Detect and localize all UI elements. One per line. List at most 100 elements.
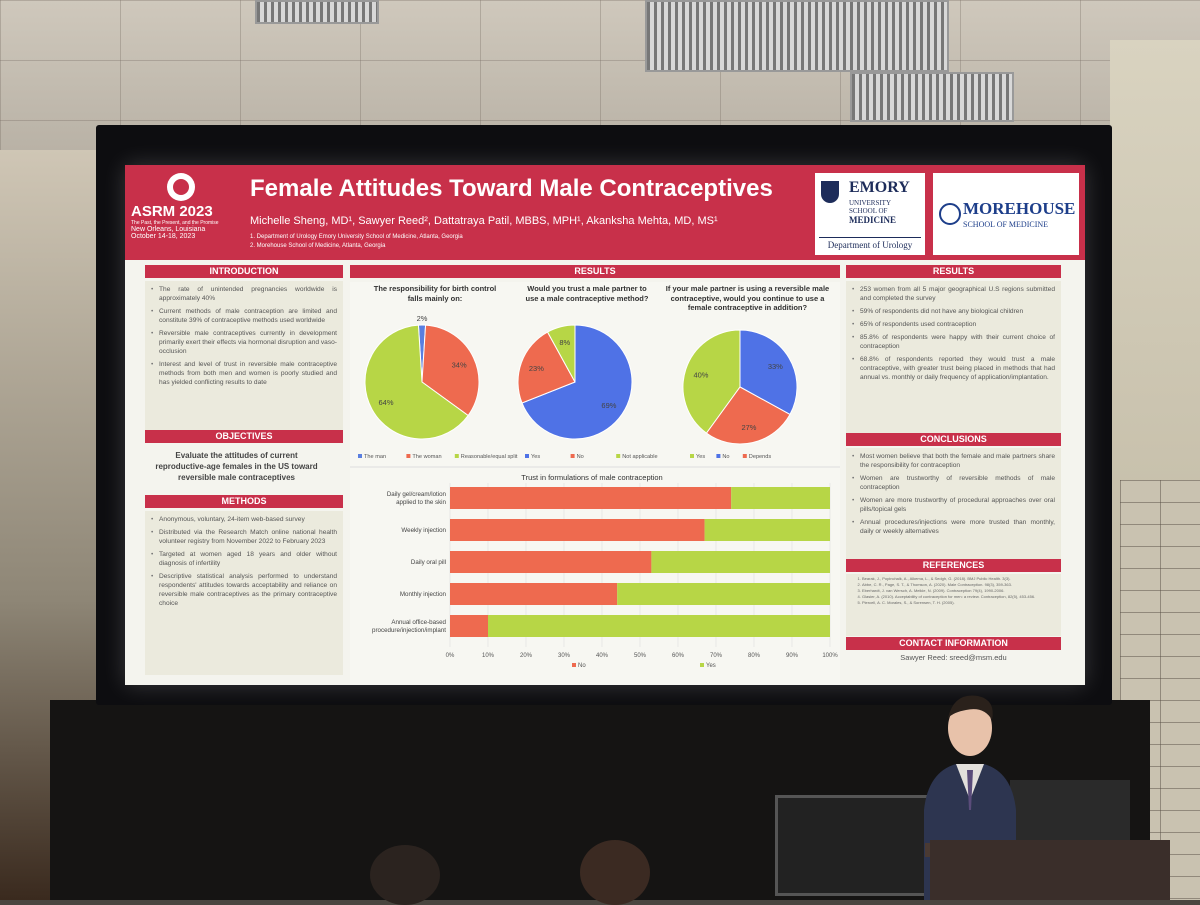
pie2-legend-swatch: [616, 454, 621, 458]
pie1-legend-swatch: [454, 454, 459, 458]
laptop: [1010, 780, 1130, 842]
methods-item: Targeted at women aged 18 years and olde…: [151, 550, 337, 568]
bar-x-tick: 30%: [558, 653, 571, 659]
introduction-item: The rate of unintended pregnancies world…: [151, 285, 337, 303]
pie1-data-label: 64%: [379, 398, 394, 407]
pie1-legend-swatch: [358, 454, 362, 458]
results-item: 85.8% of respondents were happy with the…: [852, 333, 1055, 351]
pie3-legend-swatch: [716, 454, 721, 458]
introduction-item: Current methods of male contraception ar…: [151, 307, 337, 325]
affiliation-1: 1. Department of Urology Emory Universit…: [250, 234, 463, 240]
results-item: 59% of respondents did not have any biol…: [852, 307, 1055, 316]
bar-yes-segment: [617, 583, 830, 605]
poster-title: Female Attitudes Toward Male Contracepti…: [250, 175, 773, 202]
pie2-legend-swatch: [525, 454, 529, 458]
references-header: REFERENCES: [846, 559, 1061, 572]
methods-panel: Anonymous, voluntary, 24-item web-based …: [145, 511, 343, 675]
pie1-data-label: 34%: [452, 361, 467, 370]
bar-no-segment: [450, 519, 705, 541]
pie3-slice: [739, 329, 798, 416]
methods-header: METHODS: [145, 495, 343, 508]
methods-list: Anonymous, voluntary, 24-item web-based …: [145, 515, 343, 608]
results-item: 65% of respondents used contraception: [852, 320, 1055, 329]
pie2-slice: [517, 331, 576, 404]
bar-legend-swatch: [572, 663, 576, 667]
pie2-legend-label: Yes: [531, 454, 540, 460]
pie1-legend-label: Reasonable/equal split: [461, 454, 518, 460]
pie2-slice: [546, 324, 576, 383]
results-charts: 2% 34% 64% The man The woman Reasonable/equal…: [350, 314, 840, 669]
bar-yes-segment: [651, 551, 830, 573]
references-list: Bearak, J., Popinchalk, A., Alkema, L., …: [846, 576, 1061, 606]
affiliation-2: 2. Morehouse School of Medicine, Atlanta…: [250, 243, 386, 249]
asrm-badge: ASRM 2023 The Past, the Present, and the…: [131, 171, 236, 254]
pie3-legend-swatch: [742, 454, 747, 458]
bar-yes-segment: [731, 487, 830, 509]
methods-item: Distributed via the Research Match onlin…: [151, 528, 337, 546]
asrm-logo-icon: [167, 173, 195, 201]
bar-category-label: Monthly injection: [400, 591, 447, 598]
poster-banner: ASRM 2023 The Past, the Present, and the…: [125, 165, 1085, 260]
bar-x-tick: 10%: [482, 653, 495, 659]
pie3-slice: [705, 386, 791, 445]
conclusions-item: Most women believe that both the female …: [852, 452, 1055, 470]
pie3-data-label: 33%: [768, 362, 783, 371]
results-right-list: 253 women from all 5 major geographical …: [846, 285, 1061, 382]
results-header: RESULTS: [350, 265, 840, 278]
bar-yes-segment: [704, 519, 830, 541]
asrm-tagline: The Past, the Present, and the Promise: [131, 220, 219, 226]
reference-item: Eberhardt, J. van Wersch, A. Meikle, N. …: [862, 588, 1055, 594]
podium: [930, 840, 1170, 900]
results-item: 253 women from all 5 major geographical …: [852, 285, 1055, 303]
ceiling-light-panel: [645, 0, 949, 72]
poster: ASRM 2023 The Past, the Present, and the…: [125, 165, 1085, 685]
results-right-panel: 253 women from all 5 major geographical …: [846, 281, 1061, 435]
emory-logo: EMORY UNIVERSITY SCHOOL OF MEDICINE Depa…: [815, 173, 925, 255]
emory-shield-icon: [821, 181, 839, 203]
bar-yes-segment: [488, 615, 830, 637]
bar-chart-title: Trust in formulations of male contracept…: [521, 473, 662, 482]
bar-x-tick: 70%: [710, 653, 723, 659]
bar-legend-swatch: [700, 663, 704, 667]
stage-monitor: [775, 795, 931, 896]
poster-authors: Michelle Sheng, MD¹, Sawyer Reed², Datta…: [250, 215, 718, 227]
bar-x-tick: 90%: [786, 653, 799, 659]
morehouse-sub: SCHOOL OF MEDICINE: [963, 220, 1049, 229]
ceiling-vent: [255, 0, 379, 24]
introduction-list: The rate of unintended pregnancies world…: [145, 285, 343, 387]
bar-x-tick: 0%: [446, 653, 455, 659]
pie2-data-label: 69%: [601, 401, 616, 410]
bar-x-tick: 40%: [596, 653, 609, 659]
pie2-slice: [521, 324, 633, 440]
emory-name: EMORY: [849, 179, 910, 196]
pie3-legend-label: Yes: [696, 454, 705, 460]
conclusions-item: Women are trustworthy of reversible meth…: [852, 474, 1055, 492]
reference-item: Bearak, J., Popinchalk, A., Alkema, L., …: [862, 576, 1055, 582]
pie2-title: Would you trust a male partner to use a …: [525, 284, 649, 303]
bar-category-label: Weekly injection: [401, 527, 446, 534]
reference-item: Glasier, A. (2010). Acceptability of con…: [862, 594, 1055, 600]
ceiling: [0, 0, 1200, 150]
emory-sub2: SCHOOL OF: [849, 207, 888, 215]
pie3-data-label: 27%: [741, 423, 756, 432]
pie2-legend-label: No: [577, 454, 584, 460]
ceiling-vent: [850, 72, 1014, 122]
methods-item: Anonymous, voluntary, 24-item web-based …: [151, 515, 337, 524]
bar-no-segment: [450, 615, 488, 637]
conclusions-header: CONCLUSIONS: [846, 433, 1061, 446]
bar-legend-label: No: [578, 663, 586, 669]
contact-text: Sawyer Reed: sreed@msm.edu: [900, 653, 1007, 662]
introduction-header: INTRODUCTION: [145, 265, 343, 278]
asrm-location: New Orleans, Louisiana: [131, 226, 206, 233]
morehouse-logo: MOREHOUSE SCHOOL OF MEDICINE: [933, 173, 1079, 255]
poster-affiliations: 1. Department of Urology Emory Universit…: [250, 233, 463, 251]
emory-sub1: UNIVERSITY: [849, 199, 891, 207]
emory-medicine: MEDICINE: [849, 215, 897, 225]
results-chart-area: The responsibility for birth control fal…: [350, 282, 840, 685]
references-panel: Bearak, J., Popinchalk, A., Alkema, L., …: [846, 574, 1061, 636]
pie1-title: The responsibility for birth control fal…: [373, 284, 497, 303]
reference-item: Piercell, A. C. Morales, S., & Sorensen,…: [862, 600, 1055, 606]
asrm-name: ASRM 2023: [131, 203, 213, 220]
audience-head: [580, 840, 650, 905]
methods-item: Descriptive statistical analysis perform…: [151, 572, 337, 608]
